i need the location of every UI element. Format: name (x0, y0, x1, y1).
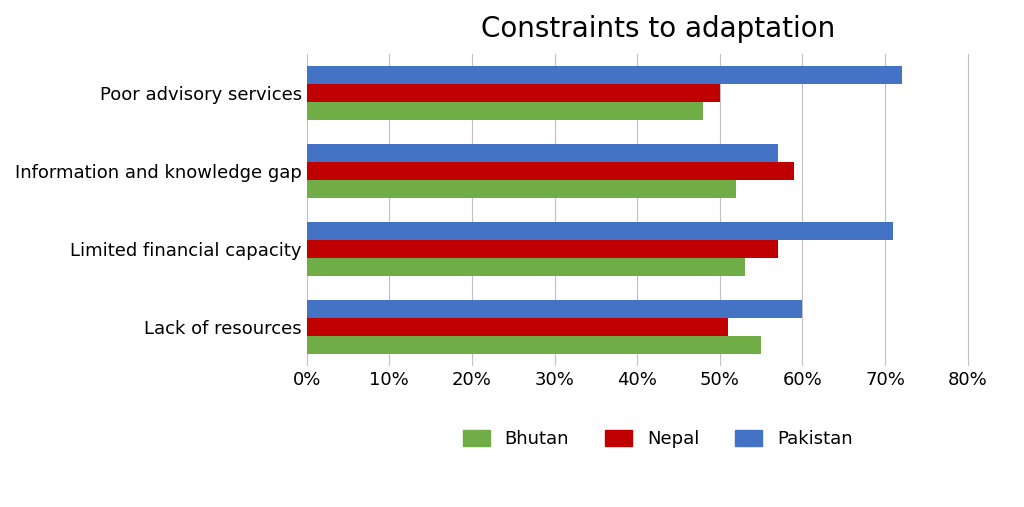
Bar (307, 66, 901, 84)
Bar (307, 84, 720, 102)
Bar (307, 300, 803, 318)
Title: Constraints to adaptation: Constraints to adaptation (480, 15, 835, 43)
Bar (307, 318, 728, 336)
Bar (307, 258, 744, 276)
Bar (307, 240, 777, 258)
Legend: Bhutan, Nepal, Pakistan: Bhutan, Nepal, Pakistan (456, 422, 860, 455)
Bar (307, 222, 893, 240)
Bar (307, 162, 795, 180)
Bar (307, 180, 736, 198)
Bar (307, 144, 777, 162)
Bar (307, 336, 761, 354)
Bar (307, 102, 703, 120)
